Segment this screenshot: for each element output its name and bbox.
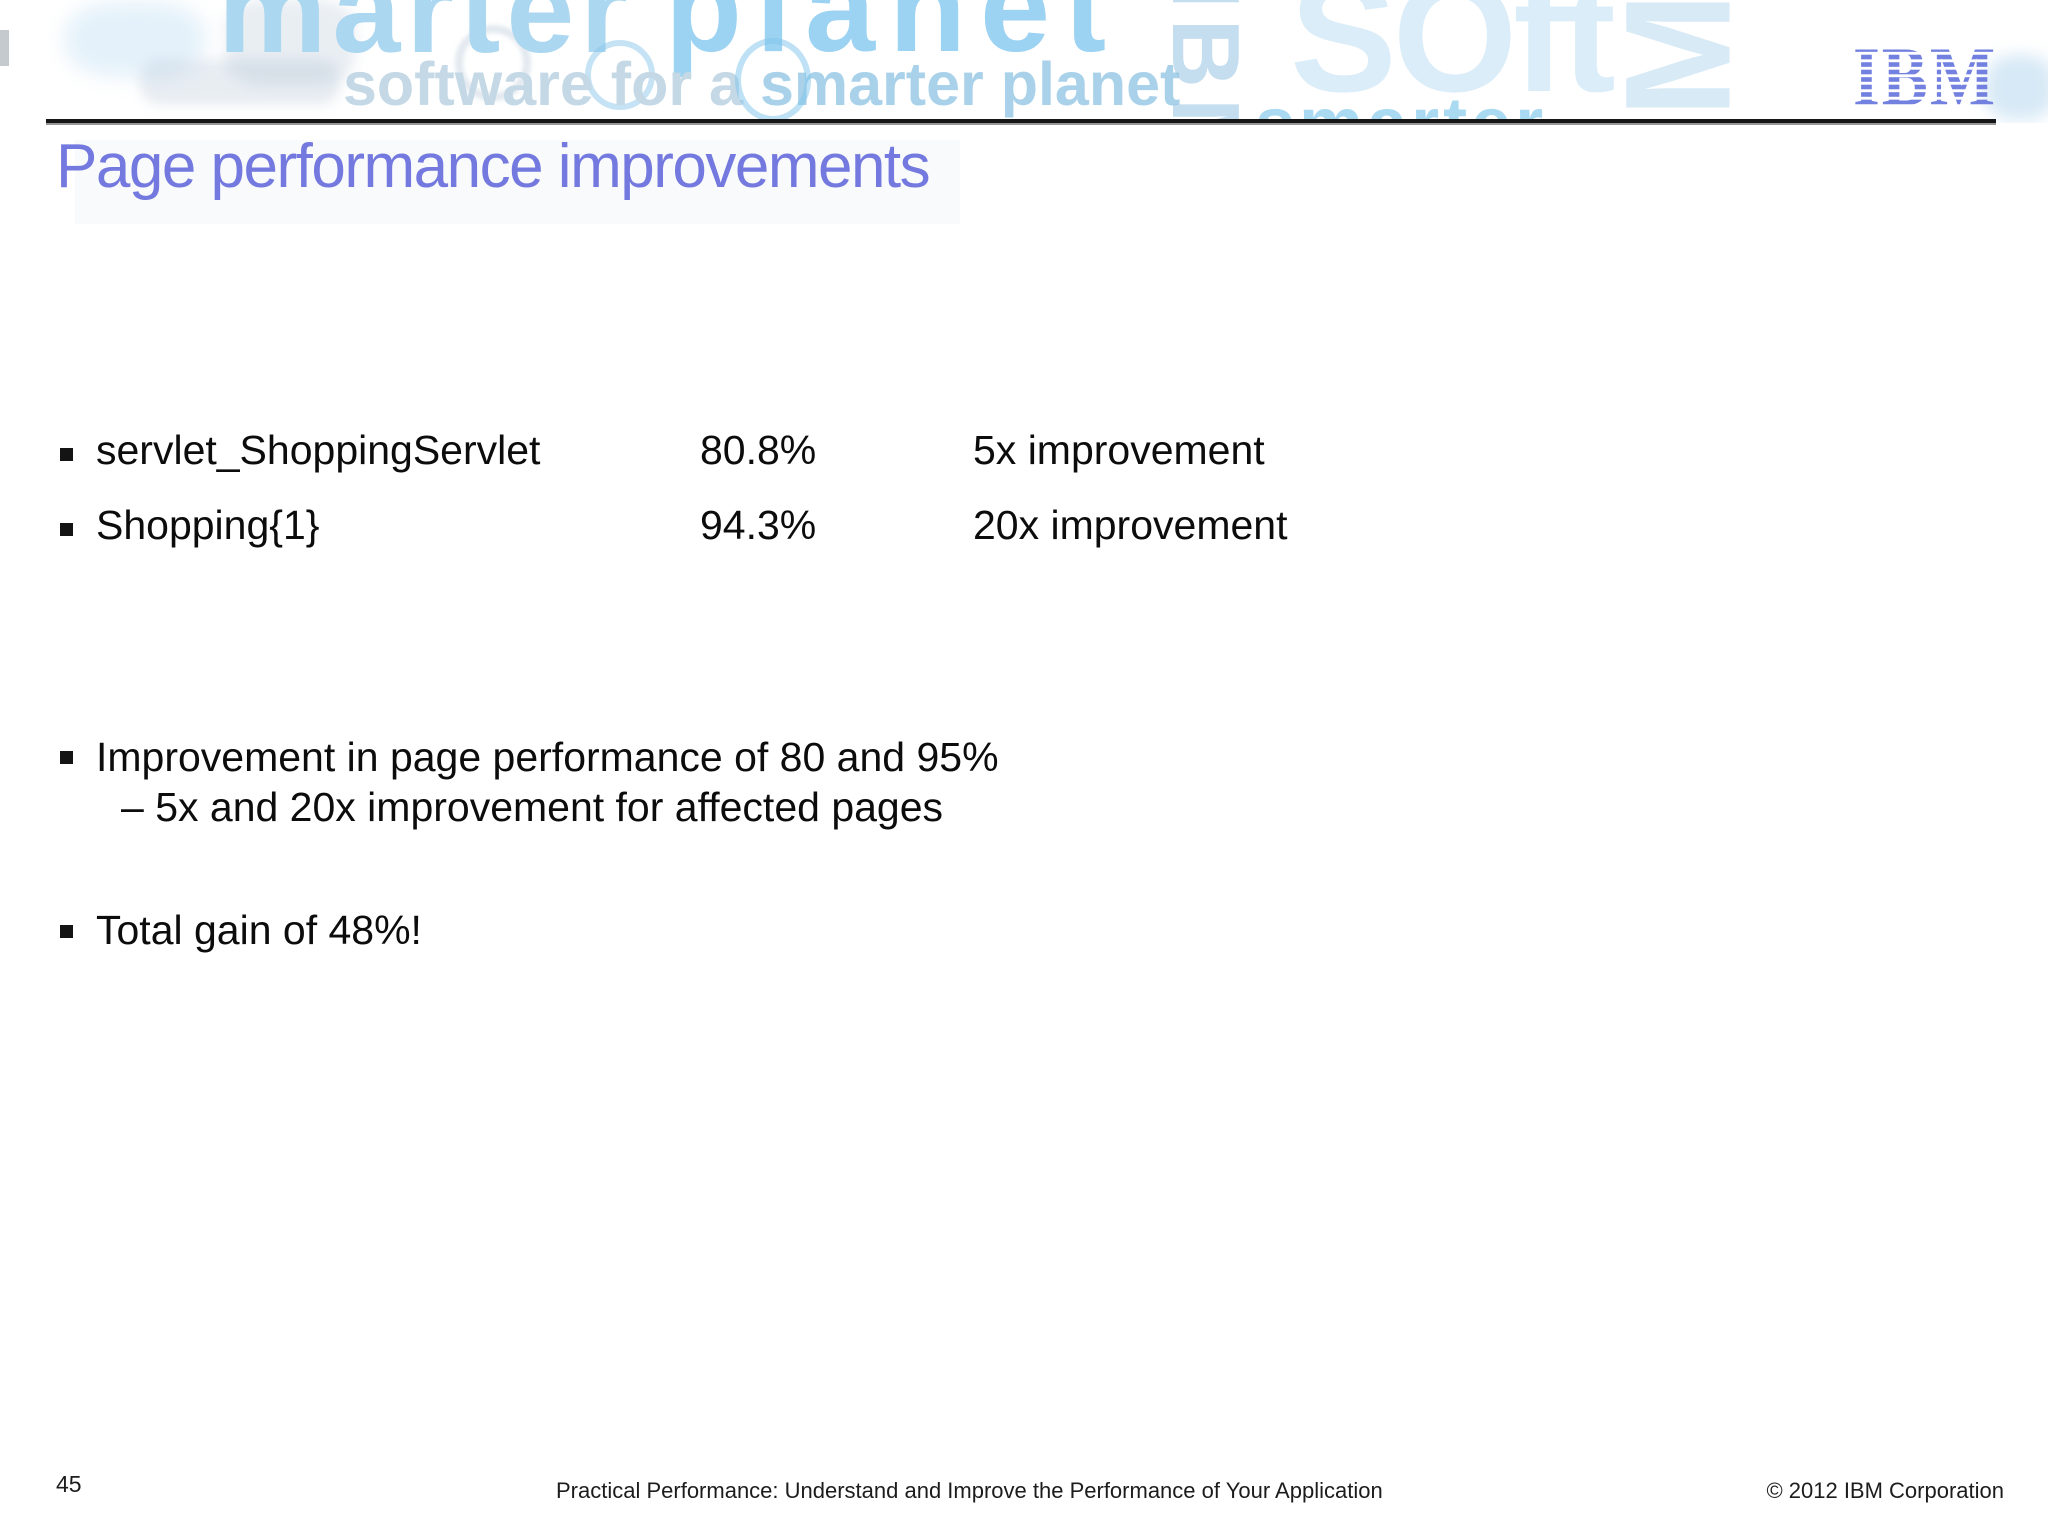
metric-name: Shopping{1} [96, 502, 320, 548]
bullet-square-icon [60, 751, 73, 764]
page-number: 45 [56, 1471, 82, 1497]
planet-ring-icon [735, 38, 811, 122]
bullet-subtext: – 5x and 20x improvement for affected pa… [121, 784, 944, 830]
bullet-square-icon [60, 925, 73, 938]
watermark-smudge [140, 60, 340, 105]
planet-ring-icon [455, 25, 531, 101]
footer-title: Practical Performance: Understand and Im… [556, 1478, 1383, 1503]
metric-name: servlet_ShoppingServlet [96, 427, 541, 473]
metric-percent: 94.3% [700, 502, 817, 548]
watermark-tagline-right: smarter planet [759, 50, 1181, 118]
metric-percent: 80.8% [700, 427, 817, 473]
ibm-logo: IBM [1853, 29, 1995, 123]
bullet-square-icon [60, 523, 73, 536]
planet-ring-icon [585, 40, 655, 110]
watermark-smudge [65, 2, 205, 77]
ibm-logo-text: IBM [1853, 29, 1997, 123]
bullet-square-icon [60, 448, 73, 461]
bullet-text: Total gain of 48%! [96, 907, 422, 953]
watermark-edge-mark [0, 30, 9, 66]
watermark-soft-giant: SOft [1290, 0, 1616, 123]
header-watermark-band: marter planet software for a smarter pla… [0, 0, 2048, 123]
watermark-tagline: software for a smarter planet [343, 54, 1180, 115]
title-backdrop [75, 140, 960, 224]
watermark-rotated-m: M [1593, 0, 1762, 118]
watermark-planet-big: planet [665, 0, 1121, 78]
footer-copyright: © 2012 IBM Corporation [1766, 1478, 2004, 1503]
header-rule-shadow [46, 123, 1996, 125]
bullet-text: Improvement in page performance of 80 an… [96, 734, 999, 780]
page-title: Page performance improvements [56, 132, 931, 201]
header-rule [46, 119, 1996, 123]
watermark-smudge [1985, 55, 2048, 120]
watermark-smarter-big: marter [218, 0, 634, 78]
watermark-vertical-ibm: IBM [1152, 0, 1259, 123]
watermark-tagline-left: software for a [343, 50, 760, 118]
metric-improvement: 5x improvement [973, 427, 1265, 473]
watermark-smarter-bottom: smarter [1255, 88, 1547, 123]
metric-improvement: 20x improvement [973, 502, 1288, 548]
watermark-smudge [225, 0, 355, 85]
